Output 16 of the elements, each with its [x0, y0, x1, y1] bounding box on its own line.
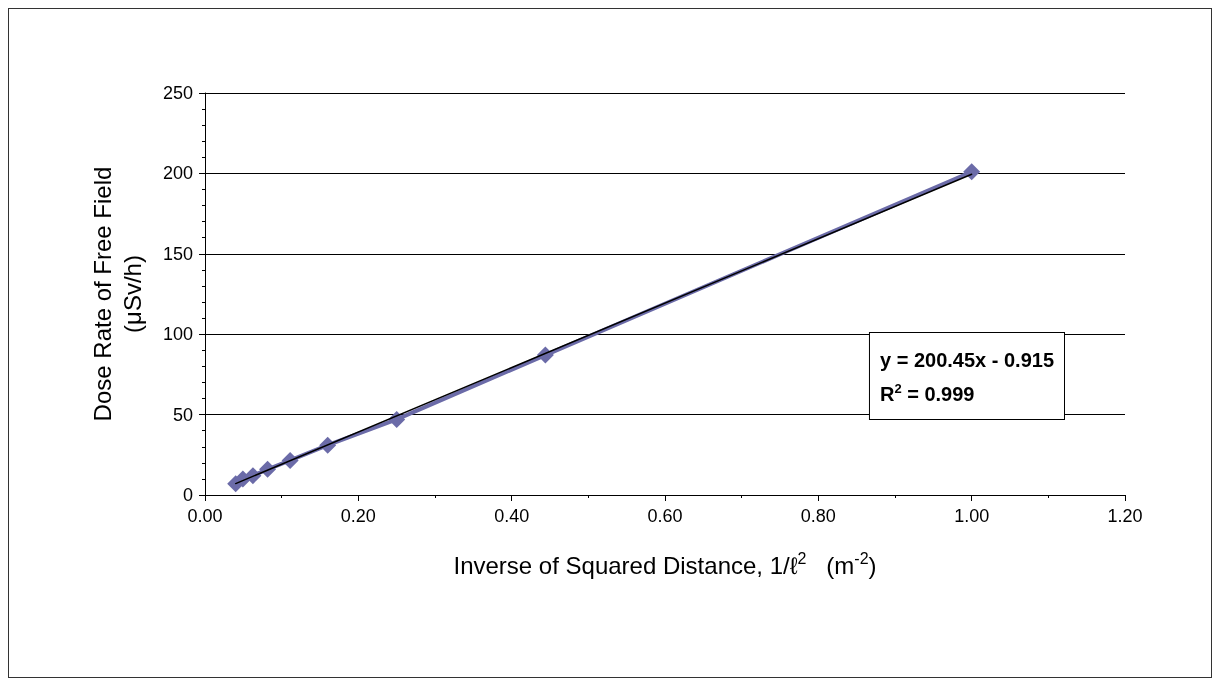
- y-tick-label: 0: [182, 485, 193, 505]
- x-tick-label: 1.20: [1107, 506, 1143, 526]
- point: [963, 163, 981, 181]
- x-tick-label: 1.00: [954, 506, 990, 526]
- y-tick-label: 100: [162, 324, 193, 345]
- x-tick-label: 0.00: [187, 506, 223, 526]
- x-tick-label: 0.60: [647, 506, 683, 526]
- x-tick-label: 0.20: [340, 506, 376, 526]
- x-tick-label: 0.40: [494, 506, 530, 526]
- y-tick-label: 150: [162, 243, 193, 264]
- y-tick-label: 200: [162, 163, 193, 184]
- y-tick-label: 50: [172, 404, 193, 425]
- annotation: y = 200.45x - 0.915: [879, 349, 1055, 371]
- y-tick-label: 250: [162, 83, 193, 103]
- y-axis-title: Dose Rate of Free Field (μSv/h): [88, 166, 146, 422]
- x-tick-label: 0.80: [800, 506, 836, 526]
